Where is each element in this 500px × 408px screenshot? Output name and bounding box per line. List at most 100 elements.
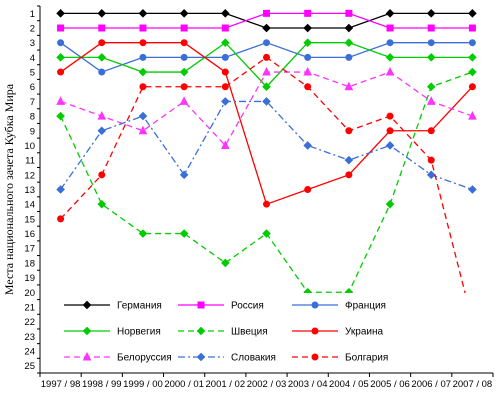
x-tick-label: 1999 / 00 <box>123 379 163 390</box>
y-tick-label: 24 <box>24 346 35 357</box>
x-tick-label: 1998 / 99 <box>82 379 122 390</box>
data-point <box>56 53 65 62</box>
legend-label: Болгария <box>345 353 388 364</box>
legend-marker <box>196 352 206 362</box>
series-line <box>60 41 473 88</box>
data-point <box>221 83 229 91</box>
legend-marker <box>82 326 92 336</box>
data-point <box>139 39 147 47</box>
data-point <box>139 83 147 91</box>
data-point <box>427 24 435 32</box>
legend-label: Швеция <box>231 327 268 338</box>
data-point <box>345 53 353 61</box>
legend-item: Германия <box>64 301 162 312</box>
legend-item: Россия <box>178 301 264 312</box>
legend-label: Франция <box>345 301 386 312</box>
y-tick-label: 6 <box>30 82 35 93</box>
data-point <box>426 96 436 105</box>
legend-item: Швеция <box>178 327 268 338</box>
data-point <box>56 185 65 194</box>
legend-marker <box>196 326 206 336</box>
series-9 <box>57 53 476 326</box>
data-point <box>179 96 189 105</box>
y-tick-label: 9 <box>30 126 35 137</box>
data-point <box>221 140 230 149</box>
data-point <box>468 83 476 91</box>
data-point <box>179 9 189 18</box>
data-point <box>303 66 312 76</box>
series-1 <box>56 9 477 33</box>
legend-marker <box>311 301 319 309</box>
data-point <box>221 258 230 268</box>
data-point <box>263 200 270 208</box>
data-point <box>263 9 270 17</box>
y-tick-label: 5 <box>30 68 35 79</box>
y-tick-label: 20 <box>24 288 35 299</box>
data-point <box>56 111 65 121</box>
x-tick-label: 2005 / 06 <box>370 379 410 390</box>
legend-item: Франция <box>292 301 386 312</box>
y-tick-label: 25 <box>24 361 35 372</box>
legend-item: Украина <box>292 327 384 338</box>
data-point <box>179 67 189 77</box>
data-point <box>345 171 353 179</box>
y-tick-label: 23 <box>24 332 35 343</box>
data-point <box>385 141 395 150</box>
legend-marker <box>82 351 92 361</box>
legend-item: Словакия <box>178 353 276 364</box>
data-point <box>344 155 354 165</box>
data-point <box>179 229 189 238</box>
y-axis-label-group: Места национального зачета Кубка Мира <box>2 83 16 295</box>
legend-marker <box>197 301 205 309</box>
data-point <box>262 82 271 92</box>
data-point <box>385 66 395 76</box>
y-tick-label: 7 <box>30 97 35 108</box>
data-point <box>426 82 436 92</box>
data-point <box>57 68 65 76</box>
data-point <box>57 39 65 47</box>
y-tick-label: 11 <box>25 156 35 167</box>
y-tick-label: 12 <box>24 170 35 181</box>
data-point <box>386 127 394 135</box>
y-tick-label: 17 <box>24 244 35 255</box>
legend-item: Болгария <box>292 353 388 364</box>
data-point <box>344 23 354 33</box>
data-point <box>426 9 436 18</box>
y-tick-label: 1 <box>30 9 35 20</box>
series-8 <box>56 97 477 194</box>
data-point <box>139 53 147 61</box>
data-point <box>386 112 394 120</box>
data-point <box>344 81 354 91</box>
data-point <box>180 83 188 91</box>
data-point <box>221 53 229 61</box>
legend-label: Украина <box>345 327 384 338</box>
data-point <box>304 83 312 91</box>
legend-label: Россия <box>231 301 264 312</box>
legend-marker <box>82 300 92 310</box>
data-point <box>303 38 312 48</box>
series-layer <box>56 9 477 326</box>
data-point <box>138 111 148 121</box>
data-point <box>344 38 354 48</box>
y-tick-label: 8 <box>30 112 35 123</box>
legend-label: Словакия <box>231 353 276 364</box>
data-point <box>468 9 477 18</box>
data-point <box>262 66 271 76</box>
data-point <box>426 170 436 180</box>
data-point <box>303 23 312 33</box>
series-5 <box>56 67 477 297</box>
data-point <box>345 9 353 17</box>
data-point <box>385 53 395 62</box>
data-point <box>98 68 106 76</box>
data-point <box>427 127 435 135</box>
data-point <box>98 171 106 179</box>
y-axis-label: Места национального зачета Кубка Мира <box>2 83 16 295</box>
series-line <box>60 56 474 322</box>
data-point <box>221 68 229 76</box>
x-tick-label: 2006 / 07 <box>411 379 451 390</box>
data-point <box>468 53 477 62</box>
data-point <box>427 156 435 164</box>
data-point <box>57 215 65 223</box>
legend-label: Норвегия <box>117 327 161 338</box>
